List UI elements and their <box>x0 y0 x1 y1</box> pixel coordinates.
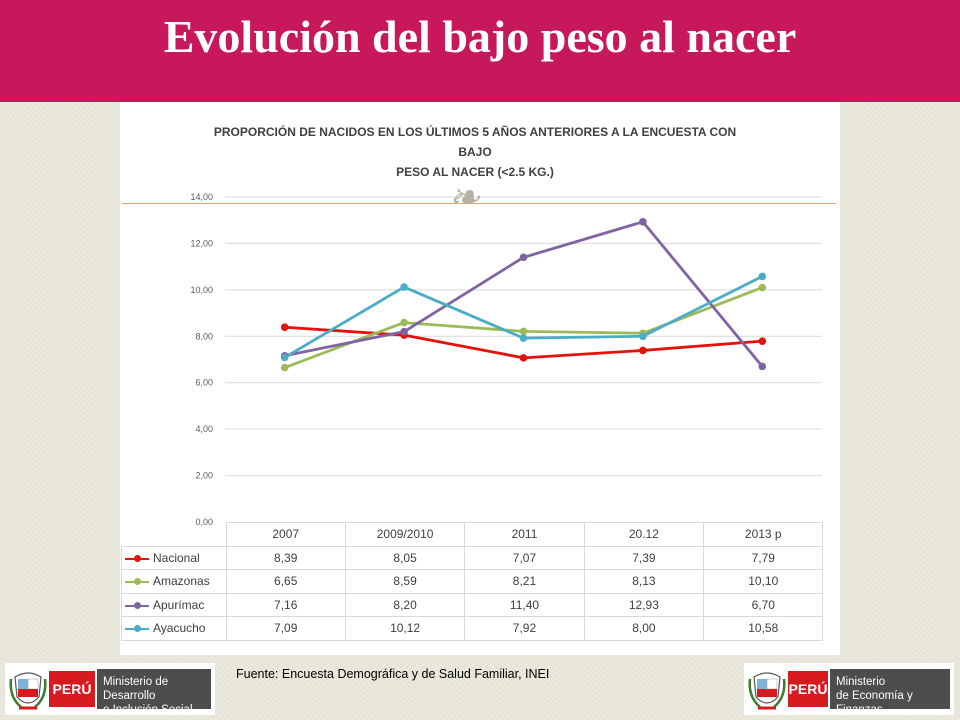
legend-marker-icon <box>125 554 149 563</box>
x-tick-label: 2011 <box>464 522 585 547</box>
table-row: Ayacucho 7,09 10,12 7,92 8,00 10,58 <box>121 616 824 641</box>
peru-brand-box: PERÚ <box>788 671 828 707</box>
ministry-name: Ministerio de Economía y Finanzas <box>830 669 950 716</box>
peru-coat-of-arms-icon <box>9 672 47 710</box>
data-label: 8,13 <box>583 569 705 594</box>
data-label: 11,40 <box>464 592 585 617</box>
data-label: 8,59 <box>344 569 466 594</box>
data-point <box>400 318 408 327</box>
mef-logo: PERÚ Ministerio de Economía y Finanzas <box>744 663 954 716</box>
y-tick-label: 12,00 <box>190 238 213 248</box>
legend-entry: Nacional <box>121 545 227 570</box>
data-label: 8,05 <box>344 545 466 570</box>
series-line <box>283 275 763 359</box>
page-title: Evolución del bajo peso al nacer <box>163 11 797 62</box>
data-point <box>639 218 647 226</box>
peru-coat-of-arms-icon <box>748 672 786 710</box>
data-label: 7,07 <box>464 545 585 570</box>
data-point <box>280 353 289 362</box>
legend-entry: Ayacucho <box>121 616 227 641</box>
chart-title: PROPORCIÓN DE NACIDOS EN LOS ÚLTIMOS 5 A… <box>170 122 780 182</box>
data-label: 7,09 <box>225 616 346 641</box>
legend-entry: Apurímac <box>121 592 227 617</box>
data-point <box>758 362 767 371</box>
table-header-row: 2007 2009/2010 2011 20.12 2013 p <box>122 522 824 547</box>
data-point <box>400 283 408 291</box>
table-row: Apurímac 7,16 8,20 11,40 12,93 6,70 <box>121 592 824 617</box>
y-tick-label: 0,00 <box>195 517 213 527</box>
data-label: 10,58 <box>703 616 824 641</box>
series-name: Amazonas <box>153 574 210 589</box>
ministry-name: Ministerio de Desarrollo e Inclusión Soc… <box>97 669 211 716</box>
data-label: 7,39 <box>583 545 705 570</box>
y-tick-label: 6,00 <box>195 378 213 388</box>
y-tick-label: 10,00 <box>190 285 213 295</box>
table-row: Amazonas 6,65 8,59 8,21 8,13 10,10 <box>121 569 824 594</box>
data-label: 7,79 <box>703 545 824 570</box>
x-tick-label: 20.12 <box>583 522 705 547</box>
data-label: 7,92 <box>464 616 585 641</box>
chart-title-line-1: PROPORCIÓN DE NACIDOS EN LOS ÚLTIMOS 5 A… <box>213 125 737 139</box>
data-point <box>519 327 528 336</box>
data-label: 6,70 <box>703 592 824 617</box>
data-label: 8,00 <box>583 616 705 641</box>
header-banner: Evolución del bajo peso al nacer <box>0 0 960 102</box>
midis-logo: PERÚ Ministerio de Desarrollo e Inclusió… <box>5 663 215 716</box>
data-label: 8,21 <box>464 569 585 594</box>
data-label: 7,16 <box>225 592 346 617</box>
chart-title-line-3: PESO AL NACER (<2.5 KG.) <box>396 165 554 179</box>
data-label: 6,65 <box>225 569 346 594</box>
series-name: Apurímac <box>153 597 205 612</box>
legend-marker-icon <box>125 578 149 586</box>
y-tick-label: 2,00 <box>195 471 213 481</box>
data-point <box>519 354 528 362</box>
data-point <box>400 327 408 336</box>
table-row: Nacional 8,39 8,05 7,07 7,39 7,79 <box>121 545 824 570</box>
data-point <box>280 363 289 372</box>
series-name: Nacional <box>153 550 200 565</box>
peru-brand-box: PERÚ <box>49 671 95 707</box>
data-label: 10,12 <box>344 616 466 641</box>
data-point <box>639 346 647 355</box>
chart-title-line-2: BAJO <box>458 145 492 159</box>
legend-entry: Amazonas <box>121 569 227 594</box>
data-label: 12,93 <box>583 592 705 617</box>
data-point <box>758 272 767 281</box>
data-label: 8,39 <box>225 545 346 570</box>
ornament-divider <box>122 203 836 204</box>
fleuron-icon: ❧ <box>448 175 480 219</box>
data-point <box>758 337 767 345</box>
data-label: 10,10 <box>703 569 824 594</box>
x-tick-label: 2013 p <box>703 522 824 547</box>
data-point <box>639 332 647 341</box>
data-point <box>758 283 767 292</box>
data-point <box>519 253 528 262</box>
data-point <box>280 323 289 332</box>
x-tick-label: 2009/2010 <box>344 522 466 547</box>
data-point <box>519 334 528 342</box>
x-tick-label: 2007 <box>225 522 346 547</box>
y-tick-label: 4,00 <box>195 424 213 434</box>
y-tick-label: 8,00 <box>195 331 213 341</box>
y-tick-label: 14,00 <box>190 192 213 202</box>
series-name: Ayacucho <box>153 621 206 636</box>
data-label: 8,20 <box>344 592 466 617</box>
chart-data-table: 2007 2009/2010 2011 20.12 2013 p Nacional 8,39… <box>121 522 824 641</box>
legend-marker-icon <box>125 625 149 633</box>
source-note: Fuente: Encuesta Demográfica y de Salud … <box>236 667 550 681</box>
legend-marker-icon <box>125 601 149 610</box>
table-corner <box>122 523 227 547</box>
